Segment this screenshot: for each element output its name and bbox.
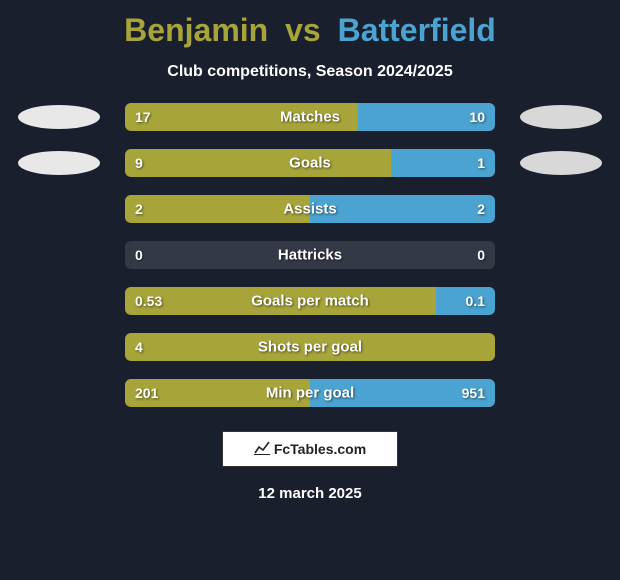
stat-value-right: 0.1 — [466, 293, 485, 309]
stat-value-left: 201 — [135, 385, 158, 401]
bar-segment-left — [125, 149, 391, 177]
stat-row: Shots per goal 4 — [0, 333, 620, 361]
stat-row: Matches 17 10 — [0, 103, 620, 131]
stat-value-right: 951 — [462, 385, 485, 401]
stat-bar: Assists 2 2 — [125, 195, 495, 223]
stat-label: Assists — [283, 201, 336, 218]
stat-bar: Goals per match 0.53 0.1 — [125, 287, 495, 315]
stat-row: Goals 9 1 — [0, 149, 620, 177]
player1-name: Benjamin — [124, 12, 268, 48]
stat-value-left: 9 — [135, 155, 143, 171]
stat-value-left: 17 — [135, 109, 151, 125]
stat-value-left: 2 — [135, 201, 143, 217]
comparison-infographic: Benjamin vs Batterfield Club competition… — [0, 0, 620, 580]
stat-bar: Goals 9 1 — [125, 149, 495, 177]
stat-label: Goals per match — [251, 293, 369, 310]
subtitle: Club competitions, Season 2024/2025 — [167, 63, 452, 81]
stat-label: Goals — [289, 155, 331, 172]
stat-bar: Min per goal 201 951 — [125, 379, 495, 407]
team-badge-left — [18, 105, 100, 129]
brand-badge: FcTables.com — [222, 431, 398, 467]
page-title: Benjamin vs Batterfield — [124, 12, 496, 49]
chart-icon — [254, 441, 270, 458]
vs-separator: vs — [285, 12, 321, 48]
stat-bar: Hattricks 0 0 — [125, 241, 495, 269]
stat-value-left: 4 — [135, 339, 143, 355]
stat-row: Assists 2 2 — [0, 195, 620, 223]
bar-segment-left — [125, 195, 310, 223]
stat-value-right: 0 — [477, 247, 485, 263]
footer-date: 12 march 2025 — [258, 485, 361, 502]
stats-chart: Matches 17 10 Goals 9 1 Assists 2 2 Hattricks 0 0 Go… — [0, 103, 620, 407]
stat-value-right: 2 — [477, 201, 485, 217]
stat-bar: Shots per goal 4 — [125, 333, 495, 361]
player2-name: Batterfield — [338, 12, 496, 48]
stat-label: Matches — [280, 109, 340, 126]
team-badge-right — [520, 105, 602, 129]
team-badge-right — [520, 151, 602, 175]
stat-row: Goals per match 0.53 0.1 — [0, 287, 620, 315]
stat-label: Min per goal — [266, 385, 354, 402]
brand-text: FcTables.com — [274, 441, 366, 457]
team-badge-left — [18, 151, 100, 175]
stat-value-left: 0 — [135, 247, 143, 263]
stat-bar: Matches 17 10 — [125, 103, 495, 131]
stat-label: Hattricks — [278, 247, 342, 264]
stat-label: Shots per goal — [258, 339, 362, 356]
stat-value-left: 0.53 — [135, 293, 162, 309]
bar-segment-right — [310, 195, 495, 223]
stat-value-right: 10 — [469, 109, 485, 125]
stat-row: Min per goal 201 951 — [0, 379, 620, 407]
stat-value-right: 1 — [477, 155, 485, 171]
stat-row: Hattricks 0 0 — [0, 241, 620, 269]
